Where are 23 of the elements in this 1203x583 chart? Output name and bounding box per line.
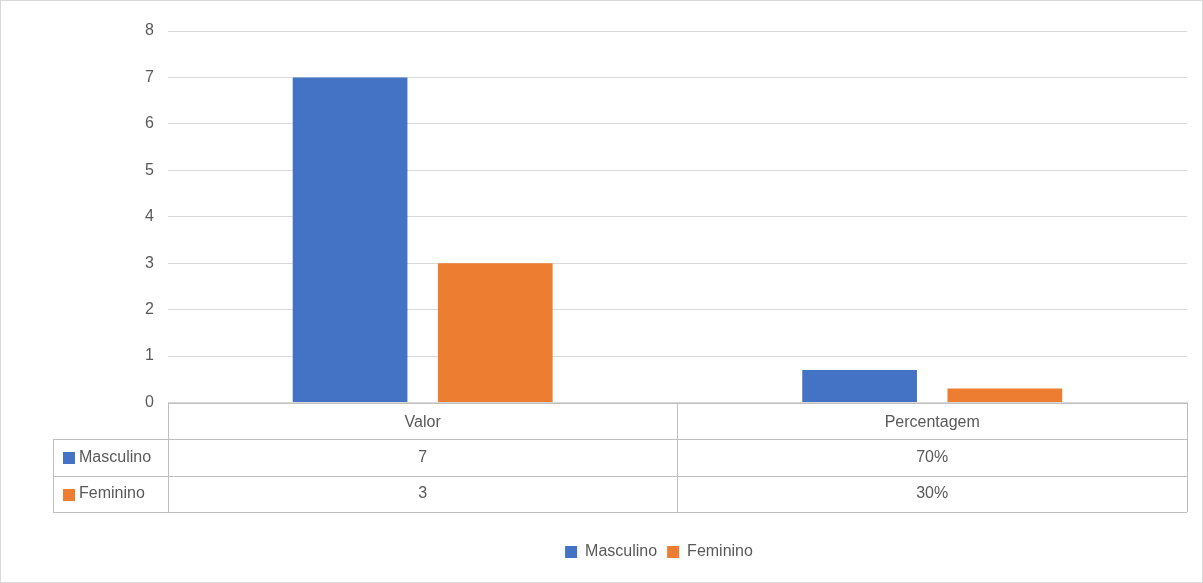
y-tick-label: 8 — [144, 21, 154, 39]
y-tick-label: 1 — [144, 346, 154, 364]
y-tick-label: 6 — [144, 114, 154, 132]
y-tick-label: 7 — [144, 67, 154, 85]
data-label: 7 — [418, 447, 428, 465]
y-tick-label: 3 — [144, 253, 154, 271]
text: Masculino — [79, 447, 152, 465]
legend-label: Masculino — [585, 542, 658, 560]
legend-label: Feminino — [687, 542, 754, 560]
x-tick-label: Percentagem — [884, 412, 980, 430]
x-tick-label: Valor — [404, 412, 442, 430]
text: Feminino — [79, 484, 145, 502]
bar — [802, 369, 917, 402]
bar — [437, 263, 553, 402]
data-label: 30% — [916, 484, 949, 502]
data-label: 70% — [916, 447, 949, 465]
y-tick-label: 4 — [144, 207, 154, 225]
bar — [292, 77, 408, 402]
y-tick-label: 5 — [144, 160, 154, 178]
data-label: 3 — [418, 484, 428, 502]
y-tick-label: 2 — [144, 300, 154, 318]
y-tick-label: 0 — [144, 392, 154, 410]
bar — [947, 388, 1063, 402]
